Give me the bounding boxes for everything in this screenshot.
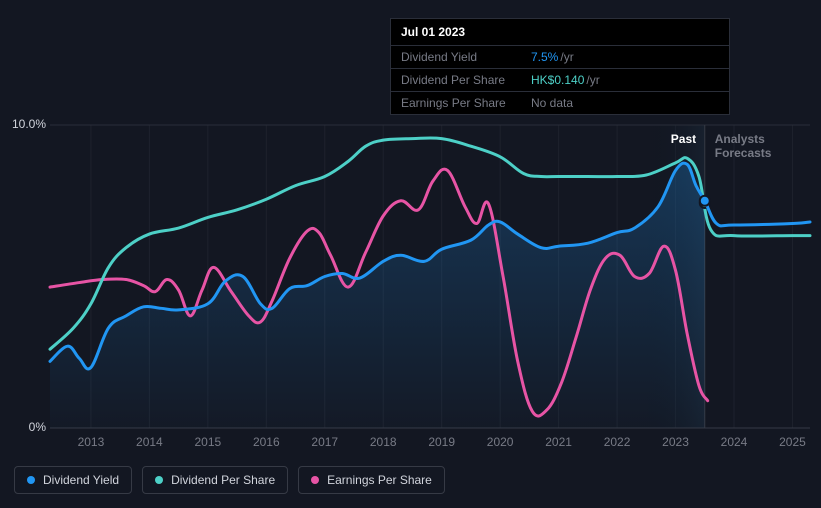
- tooltip-date: Jul 01 2023: [391, 19, 729, 46]
- past-label: Past: [671, 132, 696, 146]
- tooltip-row: Earnings Per ShareNo data: [391, 92, 729, 114]
- x-axis-label: 2020: [487, 435, 514, 449]
- x-axis-label: 2024: [721, 435, 748, 449]
- legend-item[interactable]: Dividend Yield: [14, 466, 132, 494]
- x-axis-label: 2018: [370, 435, 397, 449]
- tooltip-row-label: Dividend Per Share: [401, 73, 531, 87]
- legend-dot-icon: [155, 476, 163, 484]
- tooltip-row-label: Earnings Per Share: [401, 96, 531, 110]
- forecast-label: Analysts Forecasts: [715, 132, 821, 160]
- x-axis-label: 2014: [136, 435, 163, 449]
- tooltip-row-value: HK$0.140: [531, 73, 584, 87]
- x-axis-label: 2021: [545, 435, 572, 449]
- tooltip-row: Dividend Yield7.5% /yr: [391, 46, 729, 69]
- x-axis-label: 2023: [662, 435, 689, 449]
- chart-legend: Dividend Yield Dividend Per Share Earnings…: [14, 466, 445, 494]
- y-axis-label: 0%: [6, 420, 46, 434]
- x-axis-label: 2015: [194, 435, 221, 449]
- legend-item-label: Dividend Yield: [43, 473, 119, 487]
- x-axis-label: 2022: [604, 435, 631, 449]
- tooltip-row-unit: /yr: [586, 73, 599, 87]
- x-axis-label: 2016: [253, 435, 280, 449]
- legend-dot-icon: [311, 476, 319, 484]
- legend-item[interactable]: Dividend Per Share: [142, 466, 288, 494]
- x-axis-label: 2013: [78, 435, 105, 449]
- x-axis-label: 2017: [311, 435, 338, 449]
- tooltip-row: Dividend Per ShareHK$0.140 /yr: [391, 69, 729, 92]
- y-axis-label: 10.0%: [6, 117, 46, 131]
- tooltip-row-label: Dividend Yield: [401, 50, 531, 64]
- legend-item-label: Dividend Per Share: [171, 473, 275, 487]
- legend-item-label: Earnings Per Share: [327, 473, 432, 487]
- legend-item[interactable]: Earnings Per Share: [298, 466, 445, 494]
- tooltip-row-value: No data: [531, 96, 573, 110]
- x-axis-label: 2025: [779, 435, 806, 449]
- tooltip-row-unit: /yr: [560, 50, 573, 64]
- tooltip-row-value: 7.5%: [531, 50, 558, 64]
- chart-tooltip: Jul 01 2023 Dividend Yield7.5% /yrDivide…: [390, 18, 730, 115]
- x-axis-label: 2019: [428, 435, 455, 449]
- legend-dot-icon: [27, 476, 35, 484]
